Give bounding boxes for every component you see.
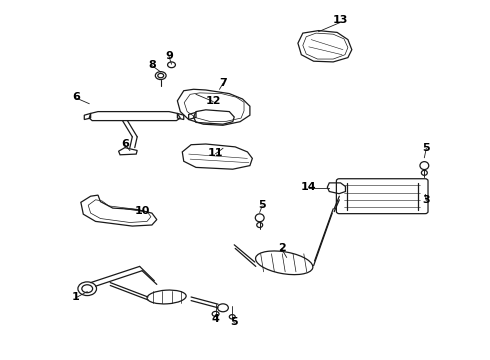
- Text: 14: 14: [301, 182, 317, 192]
- Text: 5: 5: [422, 143, 430, 153]
- Text: 5: 5: [258, 200, 266, 210]
- Text: 1: 1: [72, 292, 80, 302]
- Text: 13: 13: [333, 15, 348, 25]
- Text: 6: 6: [121, 139, 129, 149]
- Text: 10: 10: [134, 206, 150, 216]
- Text: 3: 3: [422, 195, 430, 205]
- Text: 12: 12: [205, 96, 221, 106]
- Text: 5: 5: [230, 317, 238, 327]
- Text: 11: 11: [208, 148, 223, 158]
- FancyBboxPatch shape: [336, 179, 428, 214]
- Text: 4: 4: [212, 314, 220, 324]
- Text: 2: 2: [278, 243, 286, 253]
- Text: 7: 7: [219, 78, 227, 88]
- Text: 8: 8: [148, 60, 156, 70]
- Text: 6: 6: [72, 92, 80, 102]
- Text: 9: 9: [165, 51, 173, 61]
